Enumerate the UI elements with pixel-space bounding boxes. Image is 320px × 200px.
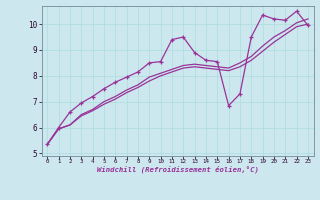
X-axis label: Windchill (Refroidissement éolien,°C): Windchill (Refroidissement éolien,°C) xyxy=(97,166,259,173)
